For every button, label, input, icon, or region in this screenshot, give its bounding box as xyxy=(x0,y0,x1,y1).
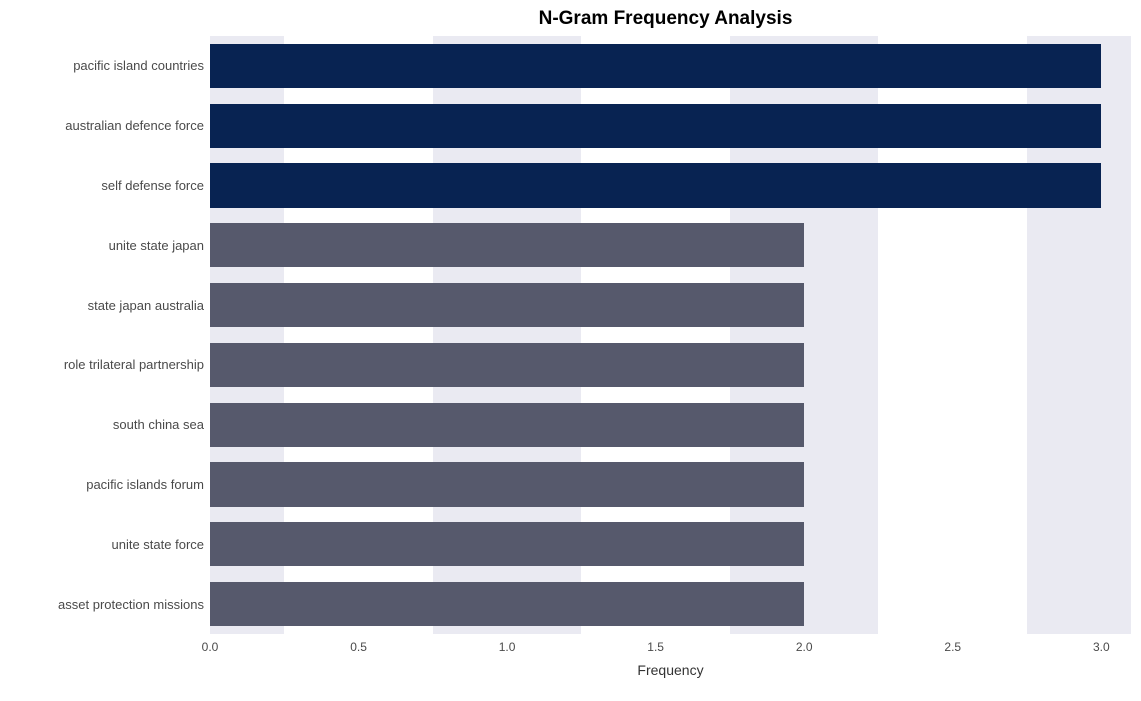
plot-row: pacific island countriesaustralian defen… xyxy=(10,36,1131,634)
y-axis: pacific island countriesaustralian defen… xyxy=(10,36,210,634)
x-axis: 0.00.51.01.52.02.53.0 xyxy=(210,640,1131,658)
y-tick-label: asset protection missions xyxy=(10,574,210,634)
chart-title: N-Gram Frequency Analysis xyxy=(10,8,1131,30)
x-tick-label: 2.5 xyxy=(944,640,961,654)
x-axis-row: 0.0 0.5 1.0 1.5 2.0 2.5 3.0 xyxy=(10,640,1131,658)
y-tick-label: unite state force xyxy=(10,514,210,574)
bar xyxy=(210,403,804,447)
bar-slot xyxy=(210,36,1131,96)
bar-slot xyxy=(210,395,1131,455)
ngram-frequency-chart: N-Gram Frequency Analysis pacific island… xyxy=(0,0,1141,701)
y-tick-label: role trilateral partnership xyxy=(10,335,210,395)
x-label-row: Frequency xyxy=(10,662,1131,678)
bar xyxy=(210,223,804,267)
bar-slot xyxy=(210,275,1131,335)
y-tick-label: unite state japan xyxy=(10,215,210,275)
bar xyxy=(210,104,1101,148)
x-axis-spacer xyxy=(10,640,210,658)
y-tick-label: south china sea xyxy=(10,395,210,455)
bar-slot xyxy=(210,574,1131,634)
bar-slot xyxy=(210,335,1131,395)
bar-slot xyxy=(210,455,1131,515)
bar xyxy=(210,283,804,327)
x-tick-label: 3.0 xyxy=(1093,640,1110,654)
x-tick-label: 1.0 xyxy=(499,640,516,654)
bar-slot xyxy=(210,215,1131,275)
y-tick-label: pacific island countries xyxy=(10,36,210,96)
bar xyxy=(210,343,804,387)
bar xyxy=(210,522,804,566)
y-tick-label: state japan australia xyxy=(10,275,210,335)
bar-slot xyxy=(210,156,1131,216)
bar xyxy=(210,462,804,506)
x-tick-label: 0.5 xyxy=(350,640,367,654)
bar xyxy=(210,163,1101,207)
y-tick-label: self defense force xyxy=(10,156,210,216)
x-tick-label: 1.5 xyxy=(647,640,664,654)
bar xyxy=(210,582,804,626)
x-tick-label: 0.0 xyxy=(202,640,219,654)
bar-slot xyxy=(210,96,1131,156)
plot-area xyxy=(210,36,1131,634)
x-tick-label: 2.0 xyxy=(796,640,813,654)
bar xyxy=(210,44,1101,88)
y-tick-label: australian defence force xyxy=(10,96,210,156)
bars-layer xyxy=(210,36,1131,634)
x-axis-label: Frequency xyxy=(10,662,1131,678)
y-tick-label: pacific islands forum xyxy=(10,455,210,515)
bar-slot xyxy=(210,514,1131,574)
